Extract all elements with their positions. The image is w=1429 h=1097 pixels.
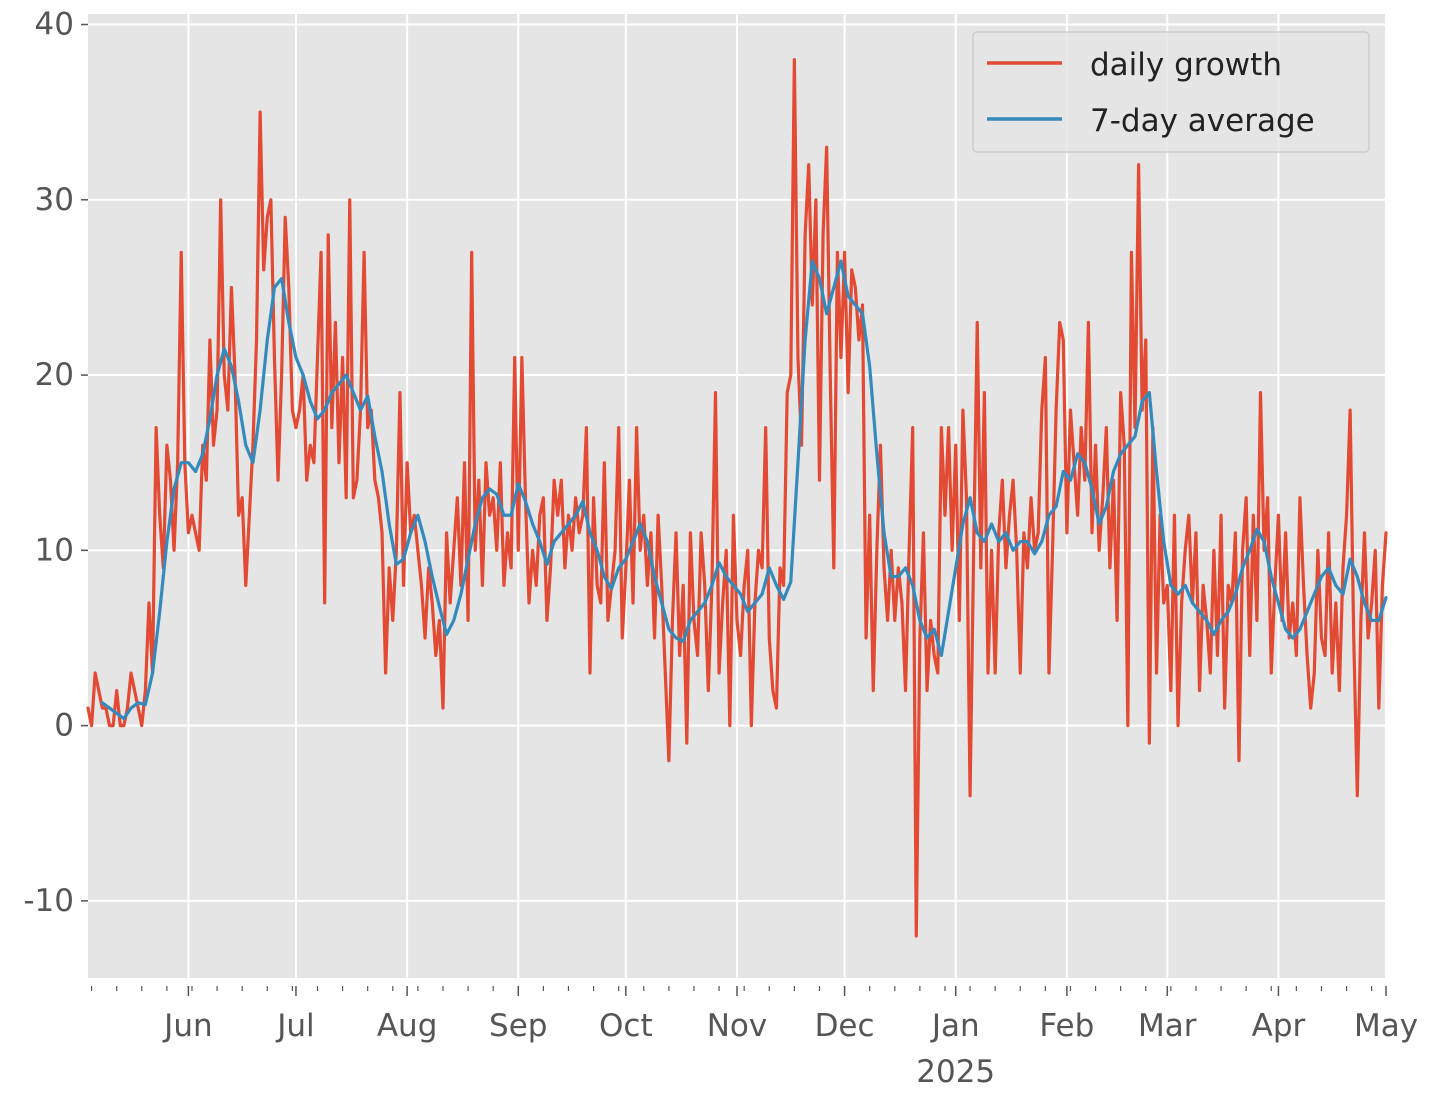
axes-layer: -10 0 10 20 30 40 Jun Jul Aug Sep Oct Nov Dec Jan Feb M… — [23, 7, 1418, 1090]
x-tick-label: Sep — [489, 1008, 547, 1044]
series-line-7-day-average — [100, 259, 1388, 721]
x-tick-label: Jan — [930, 1008, 980, 1044]
x-year-label: 2025 — [916, 1054, 995, 1090]
x-tick-label: Dec — [815, 1008, 875, 1044]
legend: daily growth 7-day average — [972, 31, 1370, 153]
legend-label-daily-growth: daily growth — [1090, 47, 1282, 83]
legend-box — [972, 31, 1370, 153]
y-tick-label: 10 — [35, 532, 74, 568]
series-layer — [86, 57, 1388, 938]
y-tick-label: 30 — [35, 182, 74, 218]
x-tick-label: Feb — [1039, 1008, 1094, 1044]
y-tick-label: -10 — [23, 883, 74, 919]
y-tick-label: 40 — [35, 7, 74, 43]
y-tick-label: 0 — [54, 708, 74, 744]
x-tick-label: Apr — [1252, 1008, 1306, 1044]
y-tick-label: 20 — [35, 357, 74, 393]
x-tick-label: May — [1354, 1008, 1418, 1044]
x-tick-label: Mar — [1138, 1008, 1197, 1044]
legend-label-7-day-average: 7-day average — [1090, 103, 1315, 139]
x-tick-label: Jun — [162, 1008, 212, 1044]
x-tick-label: Aug — [377, 1008, 438, 1044]
x-tick-label: Nov — [707, 1008, 768, 1044]
series-line-daily-growth — [86, 57, 1388, 938]
x-tick-label: Oct — [599, 1008, 653, 1044]
x-tick-label: Jul — [275, 1008, 314, 1044]
